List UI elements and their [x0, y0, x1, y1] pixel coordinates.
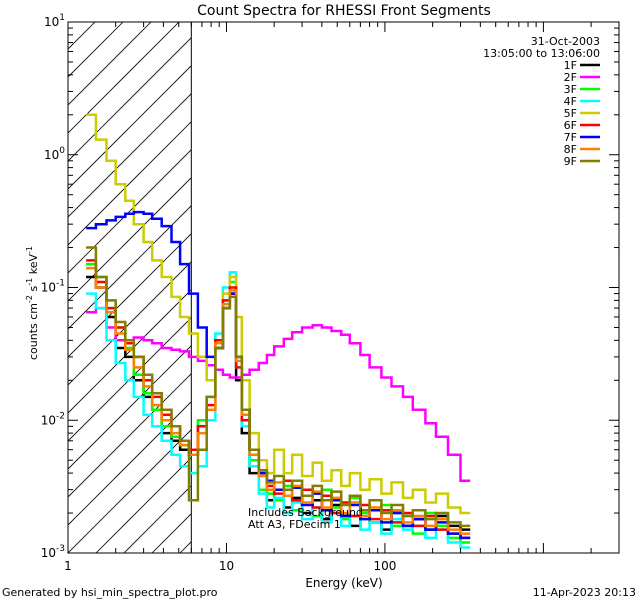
- hatch-line: [68, 401, 192, 526]
- hatch-line: [68, 233, 192, 358]
- annotation-attenuator: Att A3, FDecim 1: [248, 518, 341, 531]
- hatch-line: [68, 373, 192, 498]
- legend-label: 3F: [564, 83, 577, 96]
- series-layer: [86, 113, 471, 549]
- x-tick-label: 1: [64, 559, 72, 573]
- hatch-line: [68, 429, 192, 553]
- legend-label: 9F: [564, 155, 577, 168]
- legend-label: 5F: [564, 107, 577, 120]
- x-tick-label: 100: [373, 559, 396, 573]
- series-line-5f: [86, 113, 471, 515]
- hatch-line: [68, 345, 192, 470]
- hatch-line: [68, 149, 192, 274]
- footer-date: 11-Apr-2023 20:13: [533, 586, 636, 599]
- hatch-line: [68, 22, 124, 78]
- hatch-line: [68, 22, 152, 106]
- hatch-line: [68, 37, 192, 162]
- series-line-4f: [86, 271, 471, 549]
- x-tick-label: 10: [219, 559, 234, 573]
- y-tick-label: 10-3: [41, 544, 65, 560]
- legend-label: 2F: [564, 71, 577, 84]
- chart-title: Count Spectra for RHESSI Front Segments: [197, 3, 491, 19]
- y-axis-label: counts cm-2 s-1 keV-1: [25, 246, 40, 360]
- axis-ticks: [67, 21, 620, 554]
- hatch-line: [68, 205, 192, 330]
- energy-cutoff-hatch: [68, 22, 192, 553]
- x-tick-labels: 1 10 100: [64, 559, 396, 573]
- x-axis-label: Energy (keV): [305, 576, 382, 590]
- series-line-2f: [86, 306, 471, 483]
- legend-label: 6F: [564, 119, 577, 132]
- series-line-8f: [86, 266, 471, 535]
- series-line-9f: [86, 246, 471, 528]
- hatch-line: [68, 22, 180, 134]
- y-tick-label: 100: [44, 146, 65, 162]
- y-tick-label: 10-1: [41, 279, 65, 295]
- annotation-background: Includes Background: [248, 506, 363, 519]
- legend-label: 8F: [564, 143, 577, 156]
- info-time-range: 13:05:00 to 13:06:00: [483, 47, 600, 60]
- footer-generated-by: Generated by hsi_min_spectra_plot.pro: [2, 586, 218, 599]
- hatch-line: [68, 177, 192, 302]
- info-date: 31-Oct-2003: [531, 35, 600, 48]
- legend-label: 7F: [564, 131, 577, 144]
- legend-label: 4F: [564, 95, 577, 108]
- legend-label: 1F: [564, 59, 577, 72]
- y-tick-labels: 10-3 10-2 10-1 100 101: [41, 13, 66, 560]
- y-tick-label: 101: [44, 13, 65, 29]
- y-tick-label: 10-2: [41, 411, 65, 427]
